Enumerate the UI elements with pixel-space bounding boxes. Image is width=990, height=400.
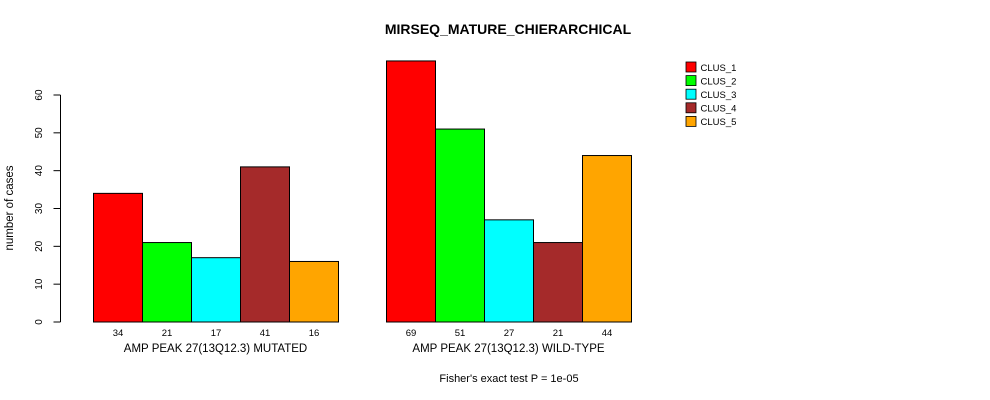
y-tick-label: 20 [34,240,45,252]
y-tick-label: 50 [34,127,45,139]
bar-clus_5-group2 [582,155,632,323]
y-tick-label: 30 [34,203,45,215]
y-tick-label: 40 [34,165,45,177]
legend-label-clus_1: CLUS_1 [701,63,737,74]
bar-clus_5-group1 [289,260,339,323]
legend-swatch-clus_4 [685,102,697,114]
bar-value-label: 34 [113,328,124,339]
group-label-mutated: AMP PEAK 27(13Q12.3) MUTATED [124,343,307,355]
legend-swatch-clus_2 [685,75,697,86]
bar-clus_4-group1 [240,166,290,323]
legend-swatch-clus_5 [685,116,697,127]
bar-value-labels: 34 69 21 51 17 27 41 21 16 44 [113,328,613,339]
chart-title: MIRSEQ_MATURE_CHIERARCHICAL [385,21,632,37]
legend: CLUS_1 CLUS_2 CLUS_3 CLUS_4 CLUS_5 [685,61,737,128]
bar-clus_2-group1 [142,242,192,323]
group-label-wild-type: AMP PEAK 27(13Q12.3) WILD-TYPE [412,343,604,355]
bar-value-label: 16 [309,328,320,339]
y-axis: 0 10 20 30 40 50 60 [34,89,61,325]
bar-clus_1-group2 [386,60,436,323]
bar-clus_3-group2 [484,219,534,323]
legend-label-clus_2: CLUS_2 [701,76,737,87]
y-axis-title: number of cases [4,165,16,250]
bar-value-label: 21 [553,328,564,339]
legend-swatch-clus_3 [685,88,697,100]
bar-value-label: 27 [504,328,515,339]
bar-value-label: 41 [260,328,271,339]
bar-clus_1-group1 [93,192,143,323]
legend-swatch-clus_1 [685,61,697,73]
y-tick-label: 10 [34,278,45,290]
legend-label-clus_4: CLUS_4 [701,104,737,115]
bar-value-label: 17 [211,328,222,339]
bar-value-label: 21 [162,328,173,339]
fisher-test-annotation: Fisher's exact test P = 1e-05 [439,373,578,385]
bar-value-label: 51 [455,328,466,339]
bar-clus_4-group2 [533,242,583,323]
bars-group [93,60,632,323]
bar-clus_2-group2 [435,128,485,323]
y-tick-label: 60 [34,89,45,101]
y-tick-label: 0 [34,319,45,325]
bar-clus_3-group1 [191,257,241,323]
legend-label-clus_3: CLUS_3 [701,90,737,101]
legend-label-clus_5: CLUS_5 [701,117,737,128]
bar-value-label: 69 [406,328,417,339]
bar-value-label: 44 [602,328,613,339]
